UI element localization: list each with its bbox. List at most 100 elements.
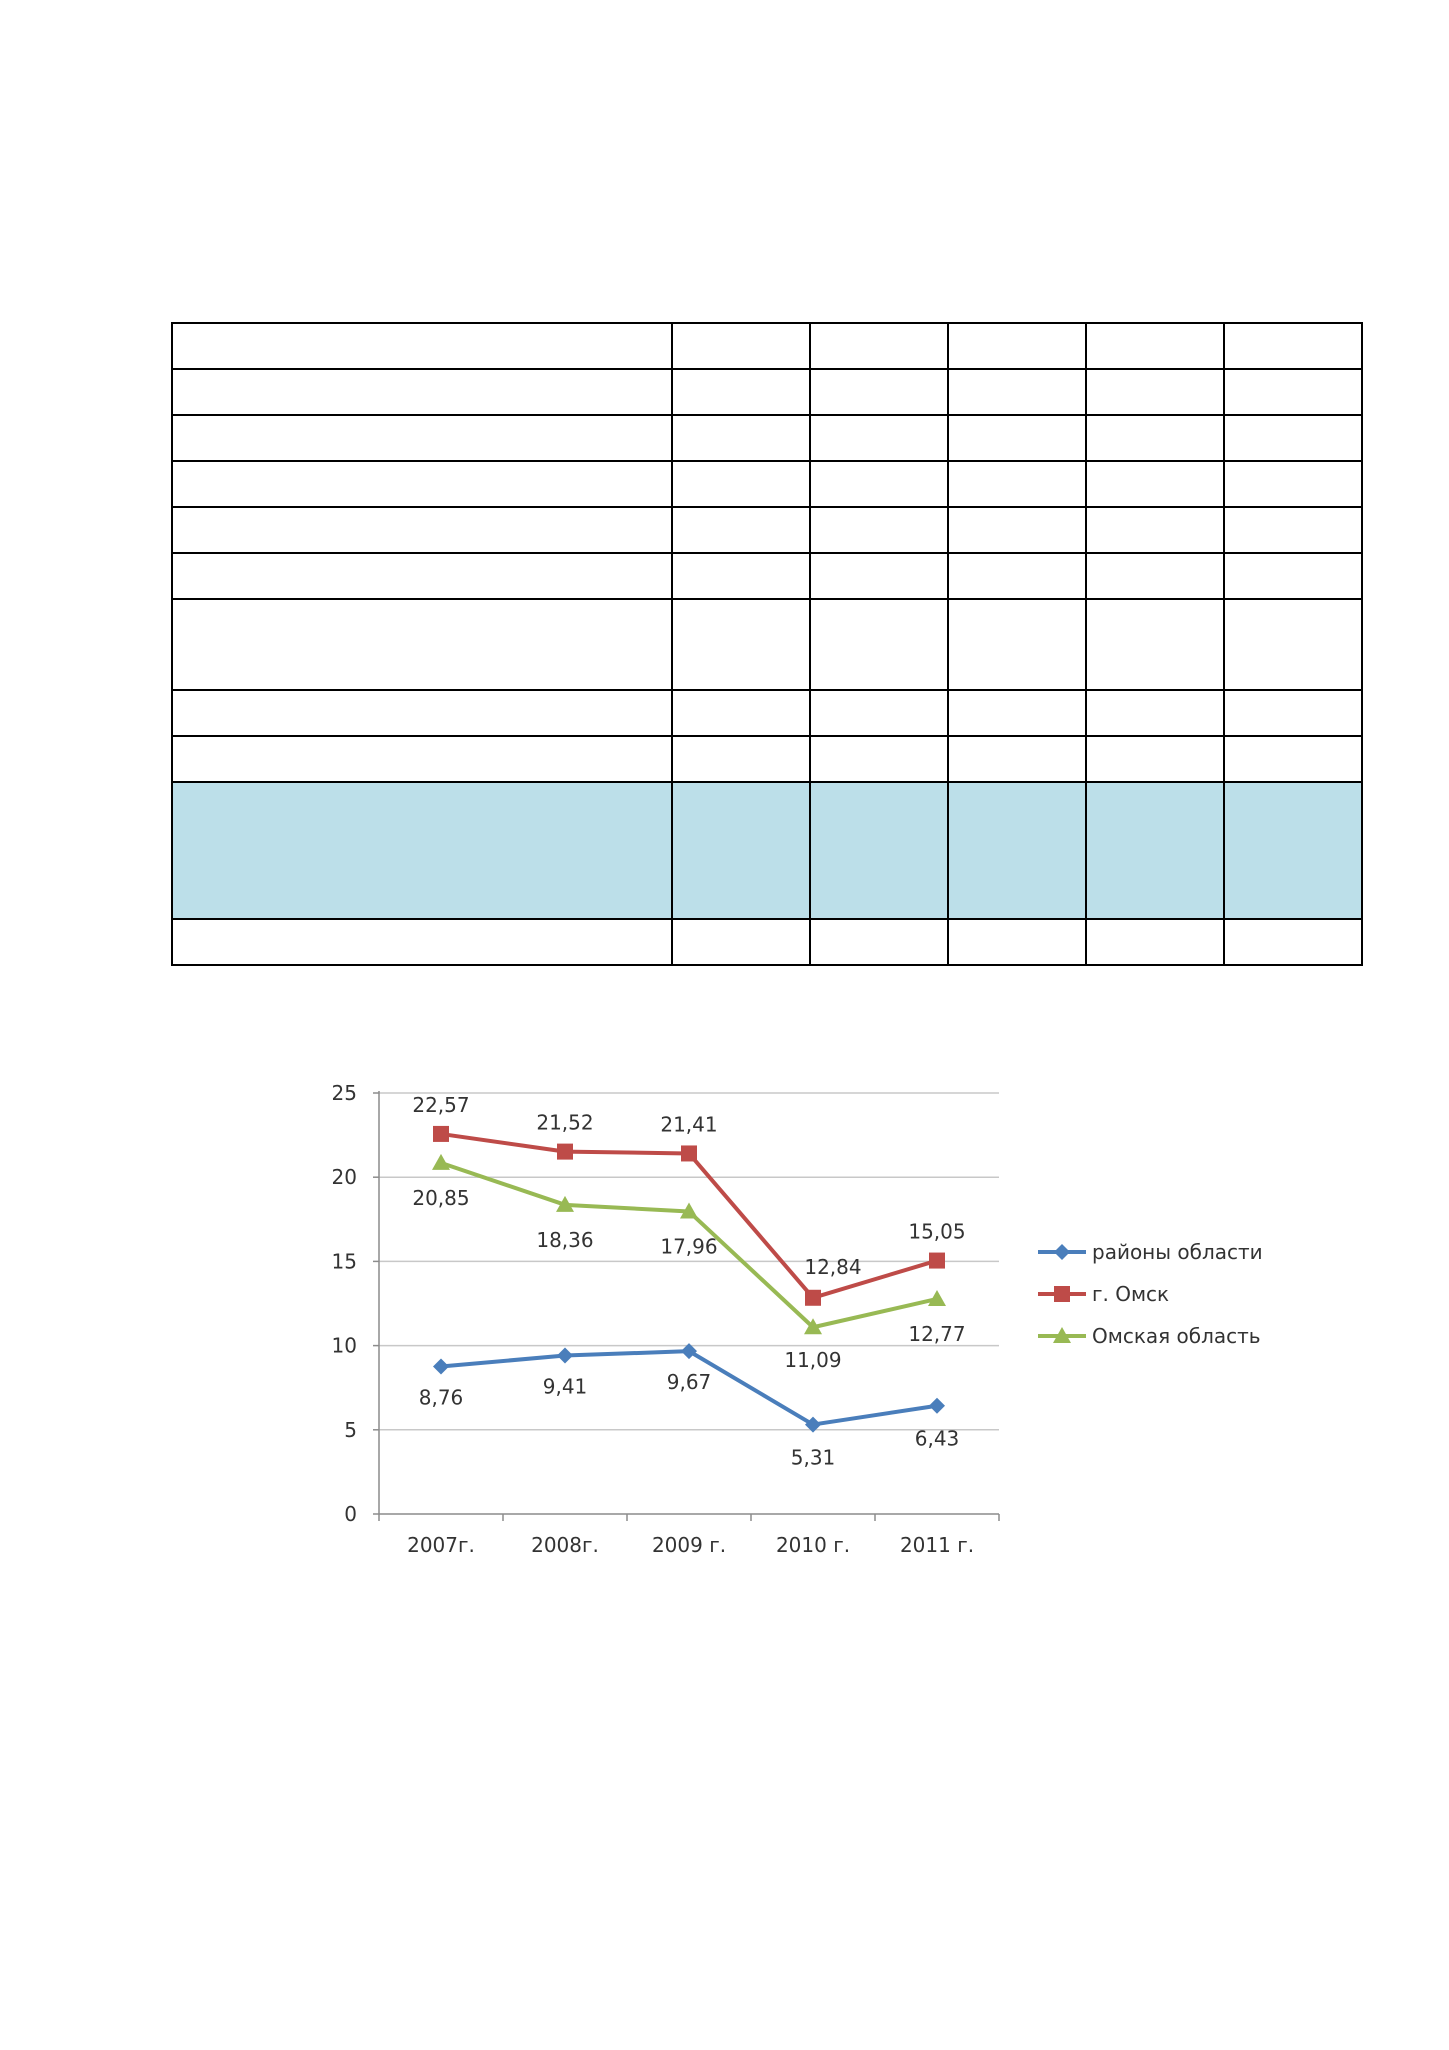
table-cell <box>671 506 811 554</box>
table-cell <box>671 689 811 737</box>
data-label: 12,77 <box>908 1322 965 1346</box>
table-row <box>171 368 1363 416</box>
data-point-diamond <box>1054 1244 1070 1260</box>
table-cell <box>671 460 811 508</box>
table-cell <box>171 506 673 554</box>
table-cell <box>171 598 673 691</box>
table-cell <box>809 689 949 737</box>
table-row <box>171 735 1363 783</box>
table-cell <box>671 918 811 966</box>
x-tick-label: 2008г. <box>531 1533 599 1557</box>
data-label: 15,05 <box>908 1220 965 1244</box>
table-cell <box>947 689 1087 737</box>
empty-table <box>171 322 1363 966</box>
data-point-square <box>929 1252 945 1269</box>
data-label: 8,76 <box>419 1385 464 1409</box>
data-point-square <box>557 1143 573 1160</box>
y-tick-label: 5 <box>344 1418 357 1442</box>
y-tick-label: 20 <box>332 1165 357 1189</box>
data-point-triangle <box>804 1318 822 1335</box>
table-cell <box>1085 506 1225 554</box>
x-tick-label: 2007г. <box>407 1533 475 1557</box>
data-point-diamond <box>681 1343 697 1360</box>
table-cell <box>1223 368 1363 416</box>
legend-label: Омская область <box>1092 1324 1261 1348</box>
table-cell <box>1085 414 1225 462</box>
data-point-square <box>1054 1286 1070 1302</box>
data-point-diamond <box>929 1397 945 1414</box>
table-cell <box>809 781 949 920</box>
table-cell <box>171 689 673 737</box>
table-row <box>171 689 1363 737</box>
table-cell <box>1223 322 1363 370</box>
table-row <box>171 322 1363 370</box>
table-cell <box>1223 781 1363 920</box>
table-cell <box>171 918 673 966</box>
data-label: 11,09 <box>784 1348 841 1372</box>
table-cell <box>671 552 811 600</box>
y-tick-label: 0 <box>344 1502 357 1526</box>
table-cell <box>1085 689 1225 737</box>
data-label: 22,57 <box>412 1093 469 1117</box>
data-label: 9,41 <box>543 1375 588 1399</box>
data-label: 18,36 <box>536 1228 593 1252</box>
table-cell <box>809 506 949 554</box>
data-point-square <box>433 1125 449 1142</box>
data-point-square <box>681 1145 697 1162</box>
data-point-diamond <box>805 1416 821 1433</box>
table-cell <box>809 735 949 783</box>
table-row <box>171 460 1363 508</box>
table-cell <box>947 506 1087 554</box>
data-label: 12,84 <box>804 1255 861 1279</box>
table-cell <box>809 414 949 462</box>
data-label: 20,85 <box>412 1186 469 1210</box>
y-tick-label: 15 <box>332 1249 357 1273</box>
table-cell <box>671 322 811 370</box>
table-cell <box>1085 918 1225 966</box>
x-tick-label: 2011 г. <box>900 1533 974 1557</box>
table-cell <box>809 460 949 508</box>
table-cell <box>1085 460 1225 508</box>
table-cell <box>171 414 673 462</box>
table-cell <box>671 735 811 783</box>
table-cell <box>809 552 949 600</box>
table-cell <box>1223 552 1363 600</box>
x-tick-label: 2009 г. <box>652 1533 726 1557</box>
table-row <box>171 506 1363 554</box>
table-cell <box>947 414 1087 462</box>
y-tick-label: 25 <box>332 1081 357 1105</box>
legend: районы области г. Омск Омская область <box>1038 1240 1263 1348</box>
table-cell <box>671 414 811 462</box>
data-point-triangle <box>432 1153 450 1170</box>
table-cell <box>947 322 1087 370</box>
data-label: 9,67 <box>667 1370 712 1394</box>
table-cell <box>947 598 1087 691</box>
data-point-triangle <box>928 1289 946 1306</box>
table-cell <box>809 368 949 416</box>
data-label: 6,43 <box>915 1427 960 1451</box>
table-row <box>171 918 1363 966</box>
table-cell <box>1085 552 1225 600</box>
table-row <box>171 414 1363 462</box>
table-cell <box>1085 598 1225 691</box>
table-cell <box>171 322 673 370</box>
table-cell <box>1085 322 1225 370</box>
table-cell <box>947 781 1087 920</box>
table-cell <box>1223 460 1363 508</box>
line-chart: 0 5 10 15 20 25 2007г. 2008г. 2009 г. 2010 г. 2011… <box>332 1081 1263 1557</box>
table-cell <box>671 368 811 416</box>
data-point-square <box>805 1289 821 1306</box>
table-cell <box>947 368 1087 416</box>
table-cell <box>1223 598 1363 691</box>
table-cell <box>1085 368 1225 416</box>
x-tick-label: 2010 г. <box>776 1533 850 1557</box>
table-cell <box>1223 506 1363 554</box>
table-cell <box>171 735 673 783</box>
data-point-diamond <box>557 1347 573 1364</box>
legend-item: г. Омск <box>1038 1282 1169 1306</box>
table-cell <box>1223 735 1363 783</box>
table-cell <box>1223 689 1363 737</box>
table-cell <box>809 322 949 370</box>
table-cell <box>947 918 1087 966</box>
table-cell <box>1085 781 1225 920</box>
